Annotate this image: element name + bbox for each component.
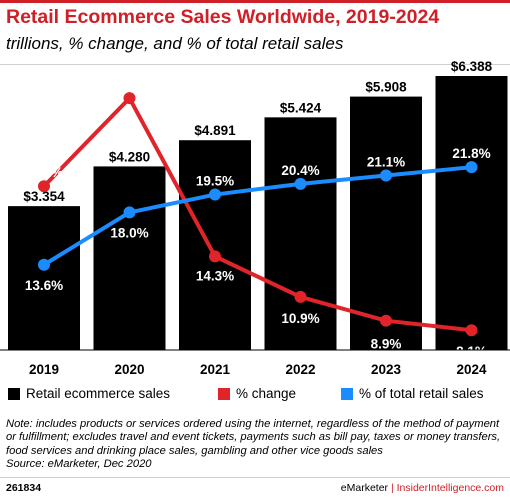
legend-swatch-percent-change <box>218 387 230 400</box>
legend-item-ecommerce-sales: Retail ecommerce sales <box>8 386 170 401</box>
legend-swatch-ecommerce-sales <box>8 387 20 400</box>
percent-change-point-2019 <box>38 180 50 193</box>
note-source: Source: eMarketer, Dec 2020 <box>6 457 152 470</box>
x-tick-label-2023: 2023 <box>371 362 402 377</box>
bar-2024 <box>435 76 508 350</box>
percent-total-label-2021: 19.5% <box>196 174 234 189</box>
legend-label-percent-change: % change <box>236 386 297 401</box>
percent-change-label-2024: 8.1% <box>456 344 487 359</box>
legend-label-ecommerce-sales: Retail ecommerce sales <box>26 386 171 401</box>
percent-change-point-2021 <box>209 250 221 263</box>
percent-total-point-2024 <box>465 161 478 174</box>
percent-change-label-2019: 20.2% <box>25 165 63 180</box>
legend: Retail ecommerce sales % change % of tot… <box>0 386 510 406</box>
bar-2019 <box>8 206 80 350</box>
percent-total-label-2020: 18.0% <box>110 225 148 240</box>
chart-id: 261834 <box>6 482 42 494</box>
bar-value-label-2020: $4.280 <box>109 149 150 164</box>
x-tick-label-2022: 2022 <box>285 362 315 377</box>
brand-insider-intelligence: InsiderIntelligence.com <box>396 482 504 494</box>
x-tick-label-2021: 2021 <box>200 362 231 377</box>
percent-total-label-2023: 21.1% <box>367 155 405 170</box>
percent-total-label-2019: 13.6% <box>25 278 63 293</box>
chart-note: Note: includes products or services orde… <box>6 418 506 471</box>
top-accent-rule <box>0 0 510 3</box>
x-tick-label-2019: 2019 <box>29 362 59 377</box>
brand-emarketer: eMarketer <box>340 482 389 494</box>
chart-title: Retail Ecommerce Sales Worldwide, 2019-2… <box>6 6 440 28</box>
percent-total-point-2022 <box>294 177 307 190</box>
x-tick-label-2020: 2020 <box>114 362 144 377</box>
percent-total-label-2024: 21.8% <box>452 146 490 161</box>
bar-value-label-2022: $5.424 <box>280 100 322 115</box>
percent-change-label-2021: 14.3% <box>196 268 234 283</box>
x-tick-label-2024: 2024 <box>456 362 487 377</box>
percent-change-line <box>42 96 474 333</box>
chart-subtitle: trillions, % change, and % of total reta… <box>6 34 344 53</box>
percent-total-point-2019 <box>38 258 50 271</box>
bar-value-label-2023: $5.908 <box>365 80 407 95</box>
percent-change-label-2022: 10.9% <box>281 311 319 326</box>
header-divider <box>0 64 510 65</box>
footer-brand: eMarketer | InsiderIntelligence.com <box>341 482 504 494</box>
percent-total-point-2023 <box>380 169 392 182</box>
percent-change-label-2023: 8.9% <box>371 337 402 352</box>
legend-swatch-percent-total <box>341 387 353 400</box>
percent-change-point-2022 <box>294 290 307 303</box>
legend-item-percent-total: % of total retail sales <box>341 386 484 401</box>
percent-total-line <box>42 165 474 267</box>
bar-2021 <box>179 140 251 350</box>
percent-total-label-2022: 20.4% <box>281 163 319 178</box>
bar-2023 <box>350 96 422 351</box>
percent-change-label-2020: 27.6% <box>110 77 148 92</box>
brand-separator: | <box>390 482 394 494</box>
legend-label-percent-total: % of total retail sales <box>359 386 484 401</box>
percent-change-point-2023 <box>380 314 392 327</box>
percent-change-point-2020 <box>123 92 136 105</box>
bar-2022 <box>264 117 337 350</box>
footer-divider <box>0 477 510 478</box>
legend-item-percent-change: % change <box>218 386 296 401</box>
note-text: Note: includes products or services orde… <box>6 418 501 457</box>
percent-total-point-2020 <box>123 206 136 219</box>
chart-area: $3.354 $4.280 $4.891 $5.424 $5.908 $6.388 20.2… <box>0 59 510 377</box>
percent-total-point-2021 <box>209 188 221 201</box>
bar-value-label-2024: $6.388 <box>451 59 493 74</box>
bar-value-label-2019: $3.354 <box>23 189 65 204</box>
percent-change-point-2024 <box>465 324 478 337</box>
bar-value-label-2021: $4.891 <box>194 123 236 138</box>
bar-2020 <box>93 166 166 350</box>
